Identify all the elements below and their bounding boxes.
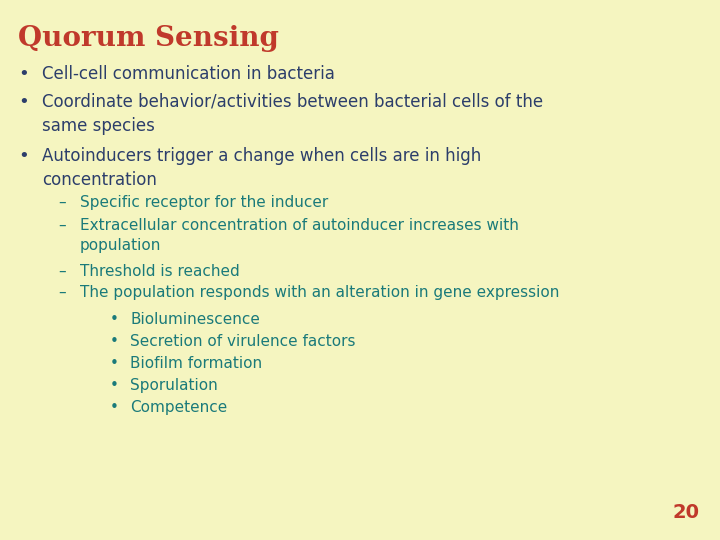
Text: Specific receptor for the inducer: Specific receptor for the inducer [80,195,328,210]
Text: Sporulation: Sporulation [130,378,217,393]
Text: Autoinducers trigger a change when cells are in high: Autoinducers trigger a change when cells… [42,147,481,165]
Text: Coordinate behavior/activities between bacterial cells of the: Coordinate behavior/activities between b… [42,93,543,111]
Text: •: • [110,378,119,393]
Text: Cell-cell communication in bacteria: Cell-cell communication in bacteria [42,65,335,83]
Text: •: • [110,334,119,349]
Text: –: – [58,218,66,233]
Text: –: – [58,285,66,300]
Text: population: population [80,238,161,253]
Text: Threshold is reached: Threshold is reached [80,264,240,279]
Text: •: • [18,147,29,165]
Text: •: • [18,65,29,83]
Text: Secretion of virulence factors: Secretion of virulence factors [130,334,356,349]
Text: Bioluminescence: Bioluminescence [130,312,260,327]
Text: •: • [110,400,119,415]
Text: •: • [110,356,119,371]
Text: –: – [58,195,66,210]
Text: The population responds with an alteration in gene expression: The population responds with an alterati… [80,285,559,300]
Text: concentration: concentration [42,171,157,189]
Text: –: – [58,264,66,279]
Text: •: • [110,312,119,327]
Text: 20: 20 [673,503,700,522]
Text: Competence: Competence [130,400,228,415]
Text: •: • [18,93,29,111]
Text: Quorum Sensing: Quorum Sensing [18,25,279,52]
Text: Biofilm formation: Biofilm formation [130,356,262,371]
Text: same species: same species [42,117,155,135]
Text: Extracellular concentration of autoinducer increases with: Extracellular concentration of autoinduc… [80,218,519,233]
